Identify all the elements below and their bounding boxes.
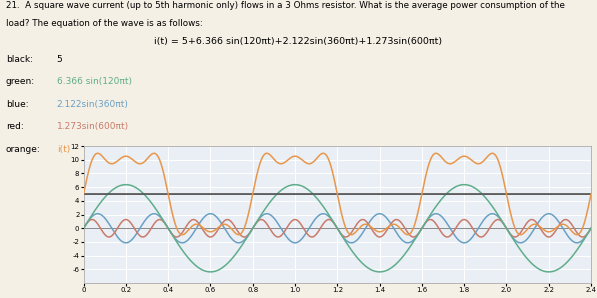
Text: green:: green: [6, 77, 35, 86]
Text: 21.  A square wave current (up to 5th harmonic only) flows in a 3 Ohms resistor.: 21. A square wave current (up to 5th har… [6, 1, 565, 10]
Text: black:: black: [6, 55, 33, 64]
Text: orange:: orange: [6, 145, 41, 153]
Text: load? The equation of the wave is as follows:: load? The equation of the wave is as fol… [6, 19, 203, 28]
Text: i(t) = 5+6.366 sin(120πt)+2.122sin(360πt)+1.273sin(600πt): i(t) = 5+6.366 sin(120πt)+2.122sin(360πt… [155, 37, 442, 46]
Text: 1.273sin(600πt): 1.273sin(600πt) [57, 122, 129, 131]
Text: 6.366 sin(120πt): 6.366 sin(120πt) [57, 77, 132, 86]
Text: blue:: blue: [6, 100, 29, 109]
Text: 2.122sin(360πt): 2.122sin(360πt) [57, 100, 128, 109]
Text: red:: red: [6, 122, 24, 131]
Text: i(t): i(t) [57, 145, 70, 153]
Text: 5: 5 [57, 55, 63, 64]
